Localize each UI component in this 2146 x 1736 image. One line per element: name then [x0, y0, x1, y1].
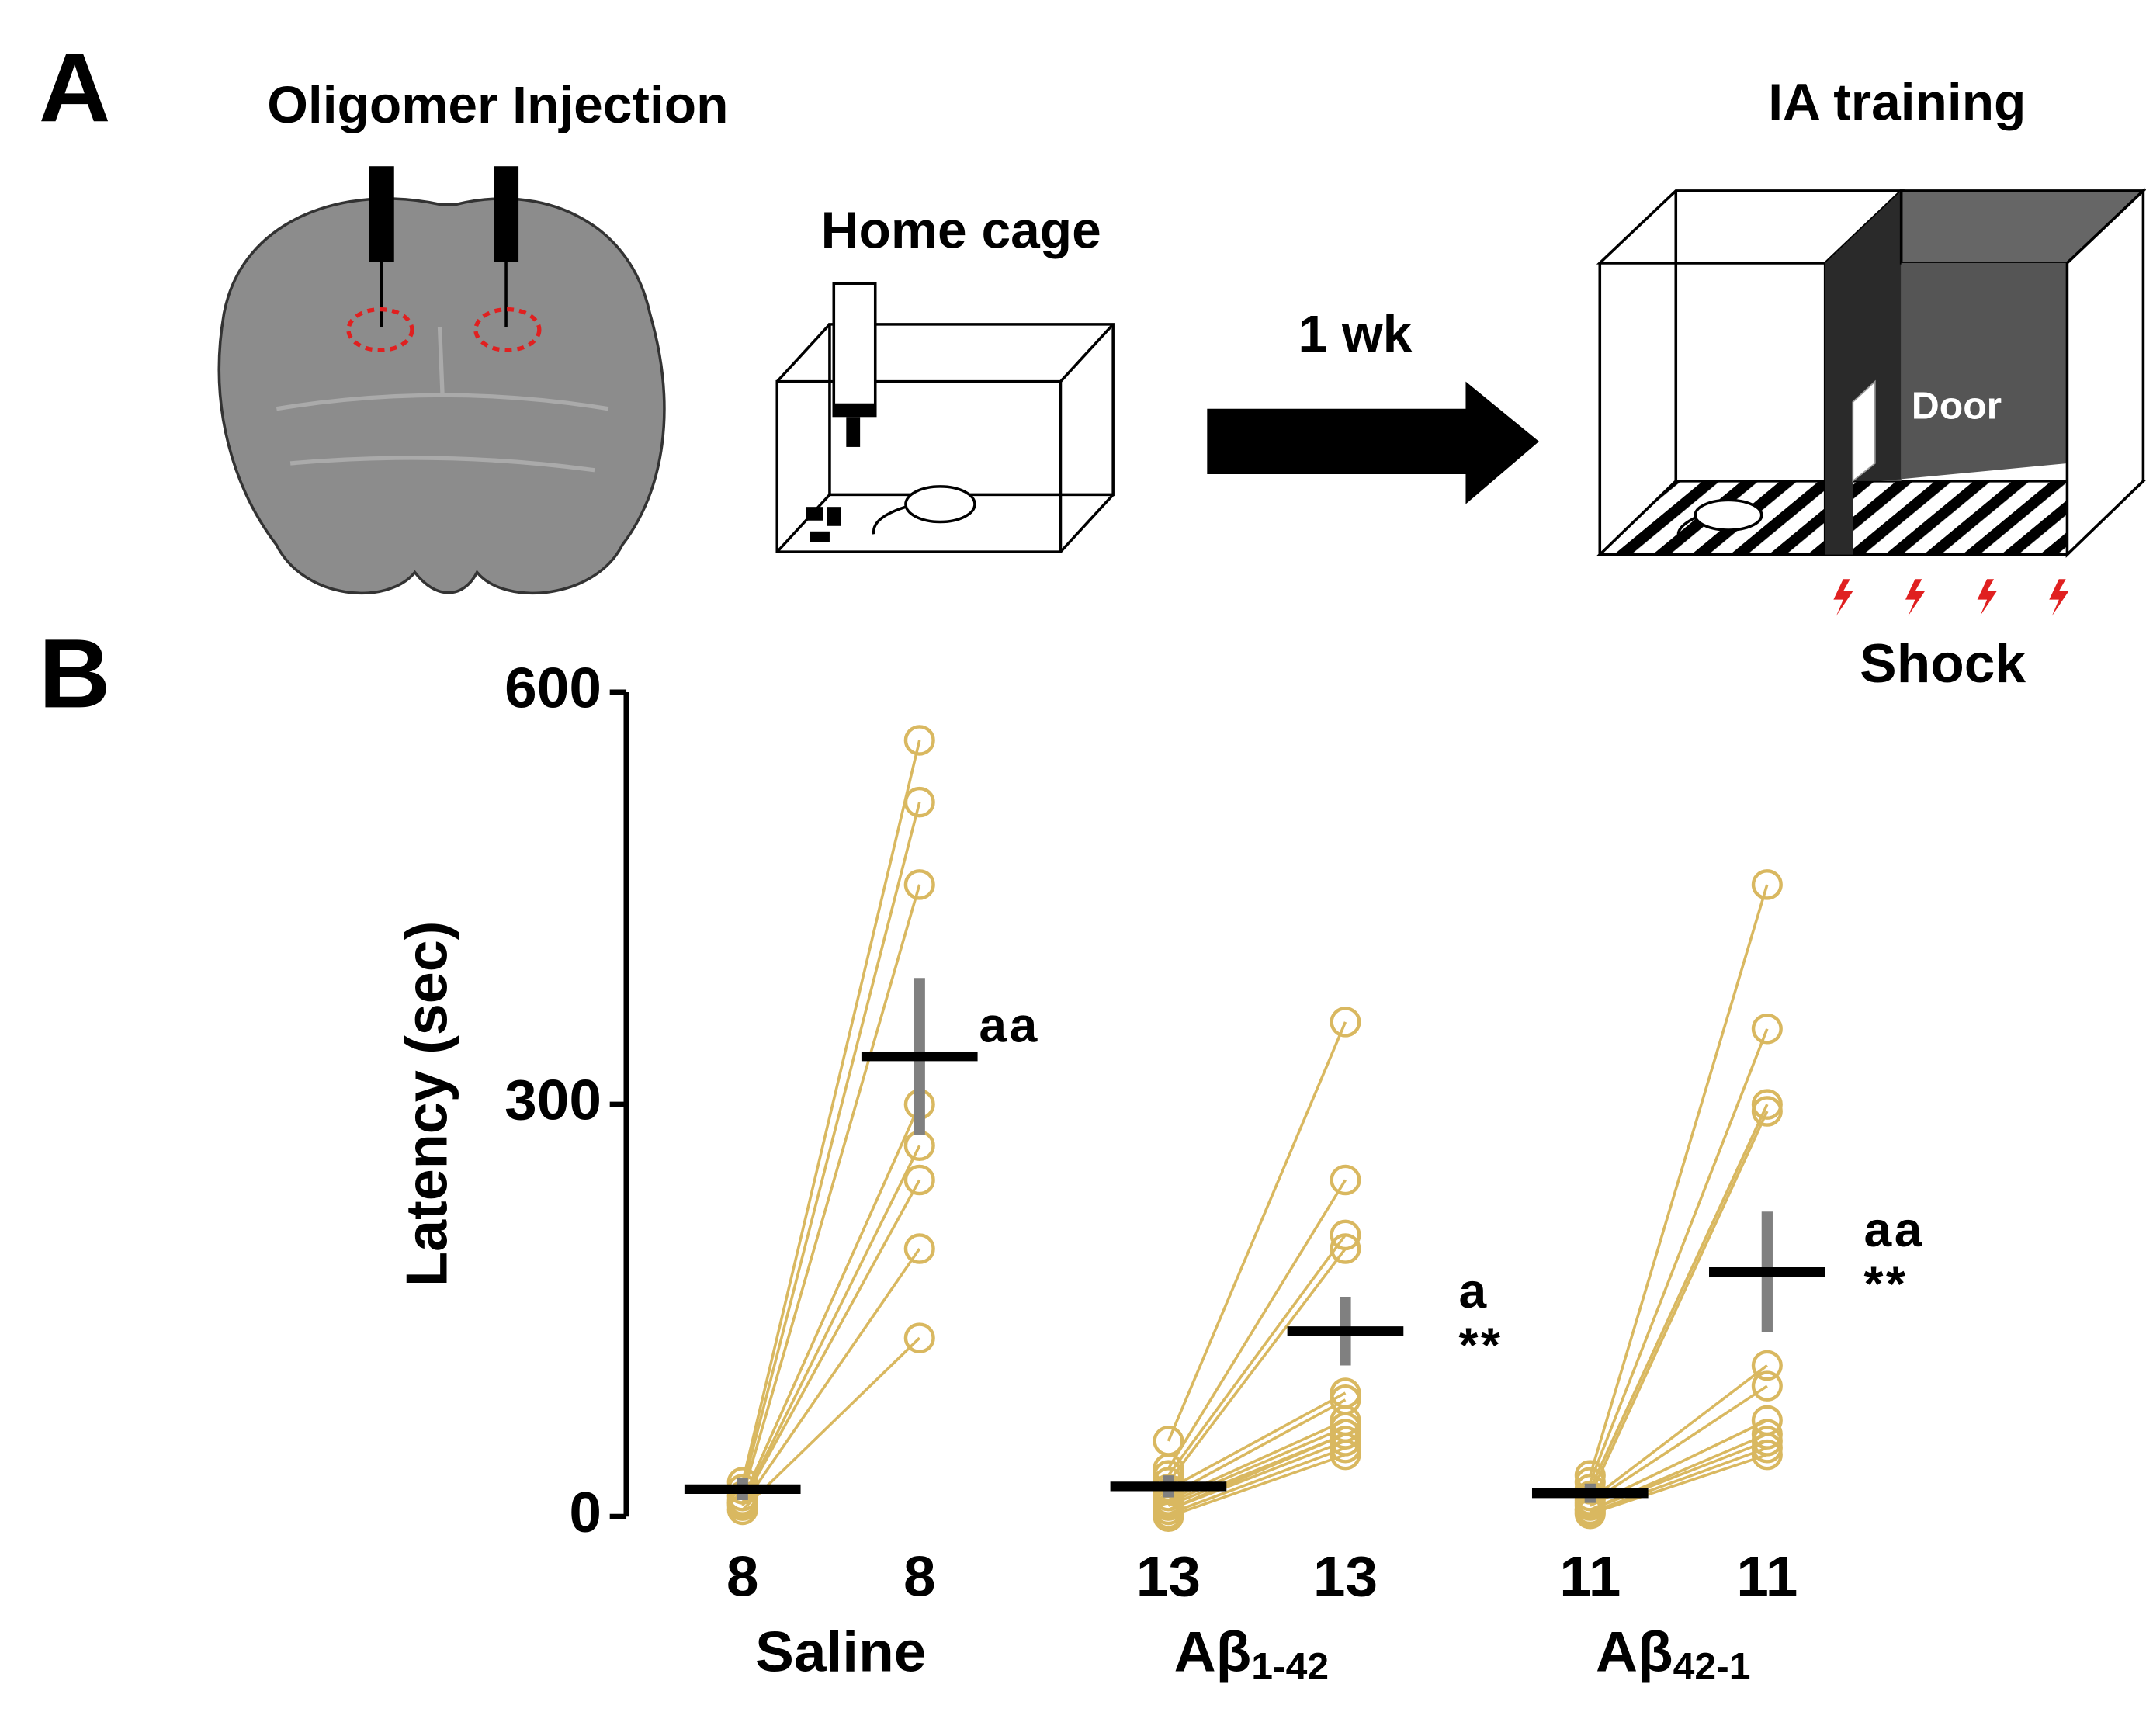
subject-line — [741, 1104, 921, 1501]
group-count: 11 — [1736, 1544, 1798, 1608]
data-point — [1751, 1014, 1783, 1045]
data-point — [903, 1164, 935, 1196]
subject-line — [1167, 1453, 1347, 1518]
food — [810, 531, 830, 542]
bottle-cap — [832, 403, 877, 418]
group-count: 8 — [726, 1544, 759, 1608]
panel-a: Oligomer Injection Home cage 1 wk IA tra… — [217, 74, 2146, 694]
data-point — [1153, 1501, 1184, 1533]
y-tick-label: 300 — [504, 1068, 602, 1131]
subject-line — [1589, 1104, 1769, 1490]
data-point — [1330, 1233, 1361, 1264]
data-point — [1751, 1370, 1783, 1402]
data-point — [1751, 869, 1783, 900]
significance-label: a — [1459, 1263, 1489, 1318]
door-label: Door — [1912, 385, 2002, 428]
subject-line — [1167, 1447, 1347, 1516]
data-point — [903, 1322, 935, 1353]
data-point — [903, 1233, 935, 1264]
food — [806, 507, 823, 521]
subject-line — [1167, 1440, 1347, 1512]
group-name: Aβ1-42 — [1174, 1619, 1330, 1687]
group-name: Saline — [755, 1619, 926, 1682]
shock-label: Shock — [1860, 632, 2026, 693]
group-name: Aβ42-1 — [1596, 1619, 1751, 1687]
subject-line — [1167, 1179, 1347, 1470]
group-name-main: Aβ — [1596, 1619, 1673, 1682]
data-point — [1330, 1007, 1361, 1038]
group-name-main: Saline — [755, 1619, 926, 1682]
interval-label: 1 wk — [1298, 306, 1413, 363]
brain-structure — [276, 327, 609, 473]
subject-line — [1589, 1364, 1768, 1502]
subject-line — [741, 1145, 921, 1504]
group-count: 8 — [903, 1544, 936, 1608]
ia-apparatus — [1596, 187, 2146, 558]
subject-line — [741, 1336, 920, 1511]
group-count: 11 — [1559, 1544, 1621, 1608]
subject-line — [1167, 1021, 1347, 1442]
needle — [369, 166, 394, 262]
significance-label: aa — [979, 998, 1039, 1052]
target-region — [346, 307, 414, 352]
training-title: IA training — [1768, 74, 2026, 131]
significance-label: ** — [1864, 1256, 1909, 1311]
data-point — [903, 786, 935, 818]
y-tick-label: 600 — [504, 656, 602, 719]
subject-line — [1589, 1111, 1769, 1497]
home-cage — [775, 282, 1115, 553]
needle — [494, 166, 519, 262]
y-axis-label: Latency (sec) — [394, 921, 459, 1287]
data-point — [903, 869, 935, 900]
group-name-sub: 1-42 — [1251, 1645, 1329, 1688]
subject-line — [1589, 884, 1769, 1476]
subject-line — [741, 1248, 921, 1507]
data-point — [1751, 1350, 1783, 1381]
arrow — [1207, 381, 1539, 504]
subject-line — [1589, 1028, 1769, 1483]
subject-line — [1167, 1248, 1347, 1484]
significance-label: aa — [1864, 1202, 1925, 1256]
subject-line — [1167, 1398, 1347, 1498]
group-name-main: Aβ — [1174, 1619, 1252, 1682]
subject-line — [741, 1179, 921, 1504]
subject-line — [1590, 1447, 1768, 1514]
shock-bolts — [1833, 579, 2069, 616]
target-region — [473, 307, 542, 352]
subject-line — [1167, 1391, 1347, 1491]
significance-label: ** — [1459, 1318, 1503, 1372]
food — [827, 507, 841, 526]
injection-title: Oligomer Injection — [267, 77, 728, 134]
y-tick-label: 0 — [569, 1480, 602, 1544]
subject-line — [1589, 1384, 1768, 1505]
subject-line — [1167, 1234, 1347, 1477]
subject-line — [1590, 1440, 1768, 1512]
bottle-spout — [846, 417, 861, 447]
data-point — [1330, 1164, 1361, 1196]
panel-label: A — [39, 33, 111, 142]
subject-line — [1590, 1453, 1768, 1516]
group-count: 13 — [1313, 1544, 1378, 1608]
home-cage-label: Home cage — [821, 202, 1101, 259]
subject-line — [740, 884, 921, 1497]
data-point — [1330, 1219, 1361, 1251]
group-count: 13 — [1136, 1544, 1201, 1608]
subject-line — [740, 802, 921, 1490]
subject-line — [740, 740, 921, 1483]
data-point — [1751, 1439, 1783, 1471]
data-point — [1751, 1096, 1783, 1127]
panel-label: B — [39, 619, 111, 728]
data-point — [903, 725, 935, 756]
data-point — [1330, 1439, 1361, 1471]
group-name-sub: 42-1 — [1673, 1645, 1751, 1688]
